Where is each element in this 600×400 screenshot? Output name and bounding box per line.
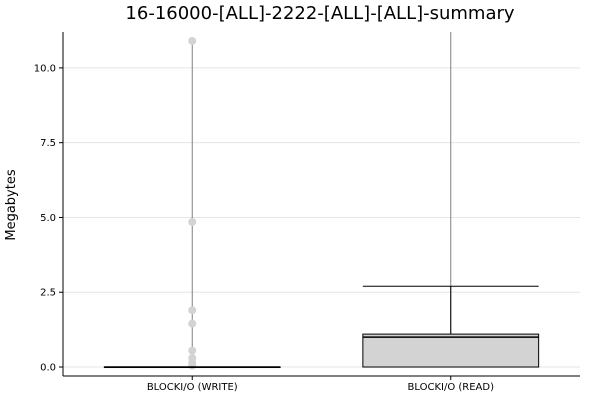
- plot-area: [103, 32, 540, 370]
- y-tick-label: 5.0: [40, 213, 56, 224]
- outlier-point: [188, 361, 197, 370]
- axes: 0.0 2.5 5.0 7.5 10.0 BLOCKI/O (WRITE) BLOCKI/O…: [34, 32, 580, 393]
- outlier-point: [188, 217, 197, 226]
- x-tick-label: BLOCKI/O (READ): [408, 382, 495, 393]
- y-axis-label: Megabytes: [4, 169, 19, 240]
- outlier-point: [188, 346, 197, 355]
- outlier-point: [188, 306, 197, 315]
- x-tick-label: BLOCKI/O (WRITE): [147, 382, 238, 393]
- y-tick-label: 0.0: [40, 363, 56, 374]
- grid-lines: [63, 67, 580, 368]
- box: [362, 333, 540, 368]
- chart-title: 16-16000-[ALL]-2222-[ALL]-[ALL]-summary: [125, 3, 514, 24]
- y-tick-label: 2.5: [40, 288, 56, 299]
- y-tick-label: 10.0: [34, 63, 56, 74]
- outlier-point: [188, 319, 197, 328]
- outlier-point: [188, 36, 197, 45]
- y-tick-label: 7.5: [40, 138, 56, 149]
